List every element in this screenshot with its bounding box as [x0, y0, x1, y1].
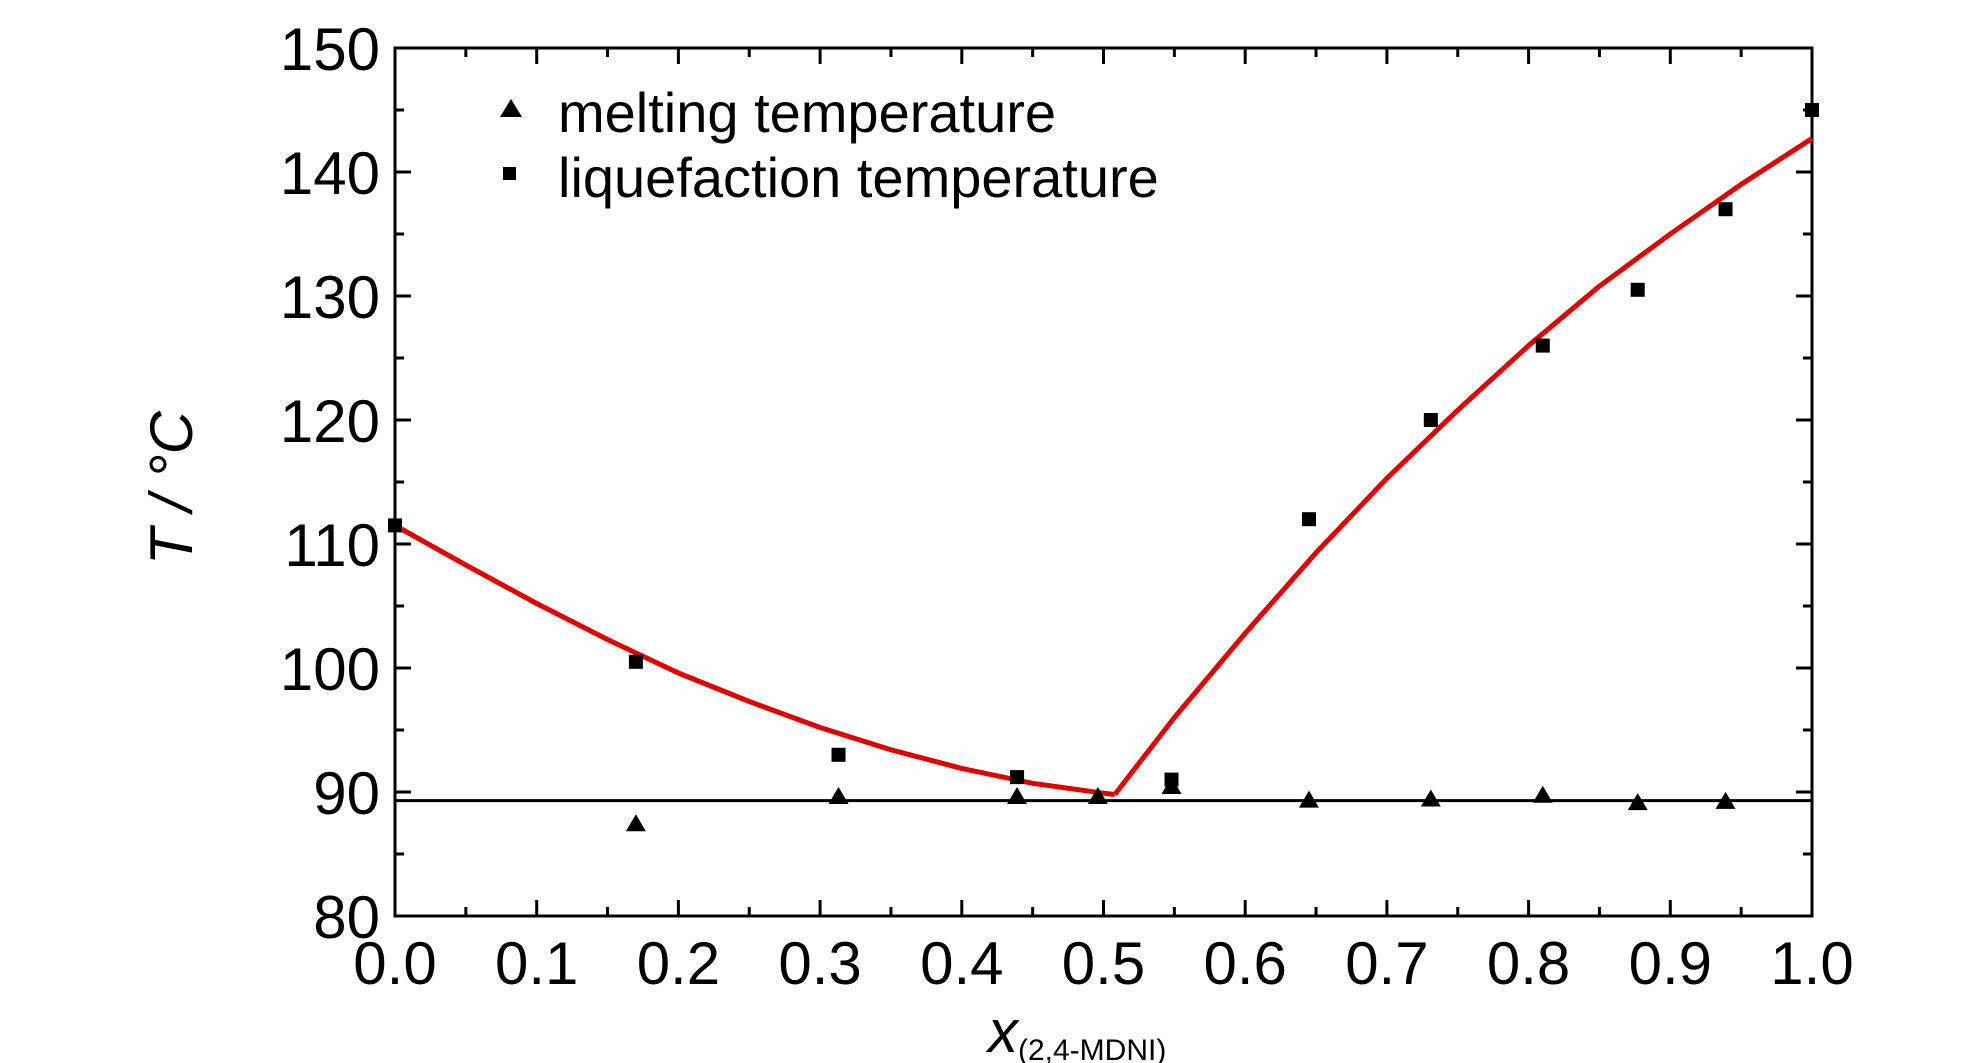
y-tick-label: 130	[280, 264, 380, 331]
melting-point-marker	[1298, 790, 1319, 808]
liquefaction-point-marker	[1630, 282, 1645, 297]
melting-point-marker	[1087, 786, 1108, 804]
x-axis-title: x(2,4-MDNI)	[985, 998, 1166, 1063]
x-tick-label: 0.2	[637, 930, 720, 997]
melting-point-marker	[828, 786, 849, 804]
legend-background	[540, 78, 1205, 243]
y-tick-label: 120	[280, 388, 380, 455]
x-tick-label: 0.4	[920, 930, 1003, 997]
y-axis-title: T / °C	[138, 410, 205, 565]
y-tick-label: 100	[280, 636, 380, 703]
liquefaction-point-marker	[1718, 202, 1733, 217]
x-axis-title-subscript: (2,4-MDNI)	[1018, 1034, 1166, 1063]
legend-marker-triangle	[500, 99, 522, 117]
x-axis-title-main: x	[985, 998, 1020, 1063]
liquefaction-point-marker	[1805, 103, 1819, 117]
x-tick-label: 0.0	[353, 930, 436, 997]
melting-point-marker	[1420, 789, 1441, 807]
liquefaction-point-marker	[1010, 770, 1025, 785]
x-tick-label: 0.7	[1345, 930, 1428, 997]
axis-titles: x(2,4-MDNI) T / °C	[138, 410, 1166, 1063]
x-axis: 0.0 0.1 0.2 0.3 0.4 0.5 0.6 0.7 0.8 0.9 1.0	[353, 48, 1854, 997]
y-tick-label: 110	[284, 512, 380, 579]
x-tick-label: 0.1	[495, 930, 578, 997]
fit-curve-0	[393, 523, 1116, 797]
y-tick-label: 80	[313, 884, 380, 951]
x-tick-label: 0.3	[778, 930, 861, 997]
liquefaction-point-marker	[831, 747, 846, 762]
melting-point-marker	[1715, 791, 1736, 809]
liquefaction-point-marker	[388, 518, 402, 533]
data-markers	[388, 103, 1819, 832]
legend-label-melting: melting temperature	[558, 81, 1056, 144]
liquefaction-point-marker	[1164, 772, 1179, 787]
y-axis: 80 90 100 110 120 130 140 150	[280, 16, 1812, 951]
x-tick-label: 0.6	[1203, 930, 1286, 997]
liquefaction-point-marker	[1423, 413, 1438, 427]
melting-point-marker	[1007, 786, 1028, 804]
melting-point-marker	[625, 814, 646, 832]
legend-marker-square	[503, 167, 516, 180]
x-tick-label: 0.8	[1487, 930, 1570, 997]
fit-curve-1	[1112, 136, 1814, 797]
liquefaction-point-marker	[1535, 338, 1550, 353]
y-tick-label: 90	[313, 760, 380, 827]
y-tick-label: 150	[280, 16, 380, 83]
x-tick-label: 0.5	[1062, 930, 1145, 997]
legend-label-liquefaction: liquefaction temperature	[558, 146, 1159, 209]
legend: melting temperature liquefaction tempera…	[500, 78, 1205, 243]
melting-point-marker	[1627, 793, 1648, 811]
liquefaction-point-marker	[1301, 512, 1316, 527]
x-tick-label: 0.9	[1629, 930, 1712, 997]
y-tick-label: 140	[280, 140, 380, 207]
liquefaction-point-marker	[628, 654, 643, 669]
melting-point-marker	[1532, 785, 1553, 803]
x-tick-label: 1.0	[1770, 930, 1853, 997]
